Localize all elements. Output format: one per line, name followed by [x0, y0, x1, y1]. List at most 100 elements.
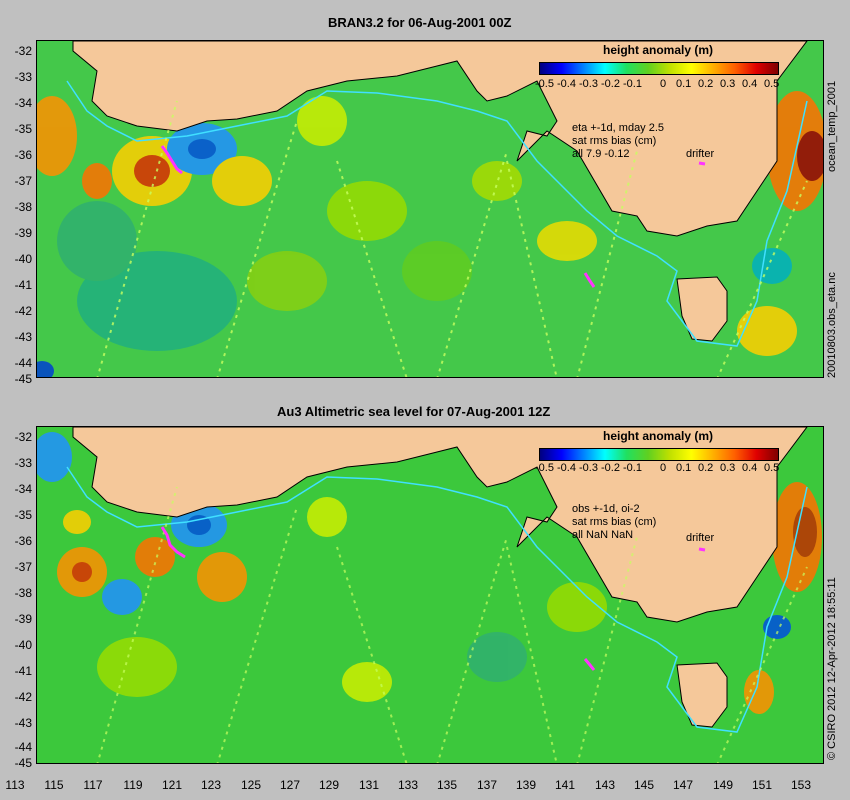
lat-label: -41: [14, 278, 32, 292]
lat-label: -43: [14, 330, 32, 344]
bottom-drifter-label: drifter: [686, 532, 715, 544]
lon-label: 149: [712, 778, 734, 792]
bottom-map-panel: [36, 426, 824, 764]
cbar-tick: 0.3: [720, 462, 736, 474]
lat-label: -44: [14, 356, 32, 370]
lon-label: 117: [83, 778, 103, 792]
lon-label: 125: [240, 778, 262, 792]
lat-label: -33: [14, 70, 32, 84]
top-info-text: eta +-1d, mday 2.5 sat rms bias (cm) all…: [572, 122, 664, 161]
shelf-line: [66, 80, 808, 347]
info-line: all NaN NaN: [572, 529, 634, 541]
lat-label: -38: [14, 200, 32, 214]
cbar-tick: 0.2: [698, 78, 714, 90]
lat-label: -34: [14, 96, 32, 110]
bottom-colorbar-title: height anomaly (m): [603, 429, 714, 443]
cbar-tick: 0.2: [698, 462, 714, 474]
lon-label: 141: [554, 778, 576, 792]
lon-label: 139: [515, 778, 537, 792]
cbar-tick: 0.5: [764, 462, 780, 474]
cbar-tick: -0.1: [623, 462, 642, 474]
lon-label: 143: [594, 778, 616, 792]
lon-label: 137: [476, 778, 498, 792]
top-colorbar-title: height anomaly (m): [603, 43, 714, 57]
drifter-tracks: [160, 526, 706, 671]
lon-label: 129: [318, 778, 340, 792]
lat-label: -36: [14, 148, 32, 162]
cbar-tick: -0.2: [601, 78, 620, 90]
cbar-tick: -0.4: [557, 462, 576, 474]
cbar-tick: 0.4: [742, 78, 758, 90]
tasmania: [676, 662, 728, 728]
tasmania: [676, 276, 728, 342]
lat-label: -32: [14, 44, 32, 58]
lat-label: -37: [14, 560, 32, 574]
lon-label: 123: [200, 778, 222, 792]
info-line: all 7.9 -0.12: [572, 148, 630, 160]
info-line: sat rms bias (cm): [572, 516, 657, 528]
bottom-side-label: © CSIRO 2012 12-Apr-2012 18:55:11: [826, 577, 838, 760]
top-side-label: ocean_temp_2001: [826, 80, 838, 172]
cbar-tick: -0.5: [535, 78, 554, 90]
cbar-tick: 0.1: [676, 462, 692, 474]
bottom-panel-title: Au3 Altimetric sea level for 07-Aug-2001…: [277, 404, 551, 419]
lat-label: -38: [14, 586, 32, 600]
lat-label: -33: [14, 456, 32, 470]
info-line: eta +-1d, mday 2.5: [572, 122, 665, 134]
lat-label: -36: [14, 534, 32, 548]
lon-label: 121: [161, 778, 183, 792]
cbar-tick: -0.3: [579, 78, 598, 90]
cbar-tick: -0.3: [579, 462, 598, 474]
satellite-tracks: [96, 486, 808, 763]
lat-label: -45: [14, 756, 32, 770]
bottom-map: [37, 427, 823, 763]
top-map-panel: [36, 40, 824, 378]
lat-label: -39: [14, 226, 32, 240]
cbar-tick: -0.2: [601, 462, 620, 474]
lon-label: 145: [633, 778, 655, 792]
info-line: sat rms bias (cm): [572, 135, 657, 147]
drifter-tracks: [160, 145, 706, 288]
cbar-tick: 0.3: [720, 78, 736, 90]
lat-label: -45: [14, 372, 32, 386]
lon-label: 115: [44, 778, 64, 792]
lon-label: 135: [436, 778, 458, 792]
shelf-line: [66, 466, 808, 733]
anomaly-blobs: [37, 91, 823, 377]
lat-label: -42: [14, 304, 32, 318]
lat-label: -44: [14, 740, 32, 754]
cbar-tick: -0.1: [623, 78, 642, 90]
info-line: obs +-1d, oi-2: [572, 503, 640, 515]
top-drifter-label: drifter: [686, 148, 715, 160]
bottom-info-text: obs +-1d, oi-2 sat rms bias (cm) all NaN…: [572, 503, 656, 542]
top-panel-title: BRAN3.2 for 06-Aug-2001 00Z: [328, 15, 512, 30]
bottom-colorbar: [539, 448, 779, 461]
top-side-label-lower: 20010803.obs_eta.nc: [826, 272, 838, 378]
lat-label: -41: [14, 664, 32, 678]
lon-label: 153: [790, 778, 812, 792]
lon-label: 119: [123, 778, 143, 792]
cbar-tick: -0.4: [557, 78, 576, 90]
lon-label: 133: [397, 778, 419, 792]
mainland-australia: [72, 41, 808, 237]
lat-label: -34: [14, 482, 32, 496]
top-colorbar: [539, 62, 779, 75]
lat-label: -37: [14, 174, 32, 188]
anomaly-blobs: [37, 432, 822, 714]
cbar-tick: -0.5: [535, 462, 554, 474]
lon-label: 127: [279, 778, 301, 792]
cbar-tick: 0: [660, 78, 667, 90]
lat-label: -32: [14, 430, 32, 444]
lat-label: -39: [14, 612, 32, 626]
lon-label: 113: [5, 778, 25, 792]
lat-label: -40: [14, 638, 32, 652]
lat-label: -35: [14, 122, 32, 136]
lat-label: -42: [14, 690, 32, 704]
lat-label: -40: [14, 252, 32, 266]
lon-label: 147: [672, 778, 694, 792]
cbar-tick: 0.5: [764, 78, 780, 90]
mainland-australia: [72, 427, 808, 623]
lat-label: -35: [14, 508, 32, 522]
lon-label: 151: [751, 778, 773, 792]
lon-label: 131: [358, 778, 380, 792]
